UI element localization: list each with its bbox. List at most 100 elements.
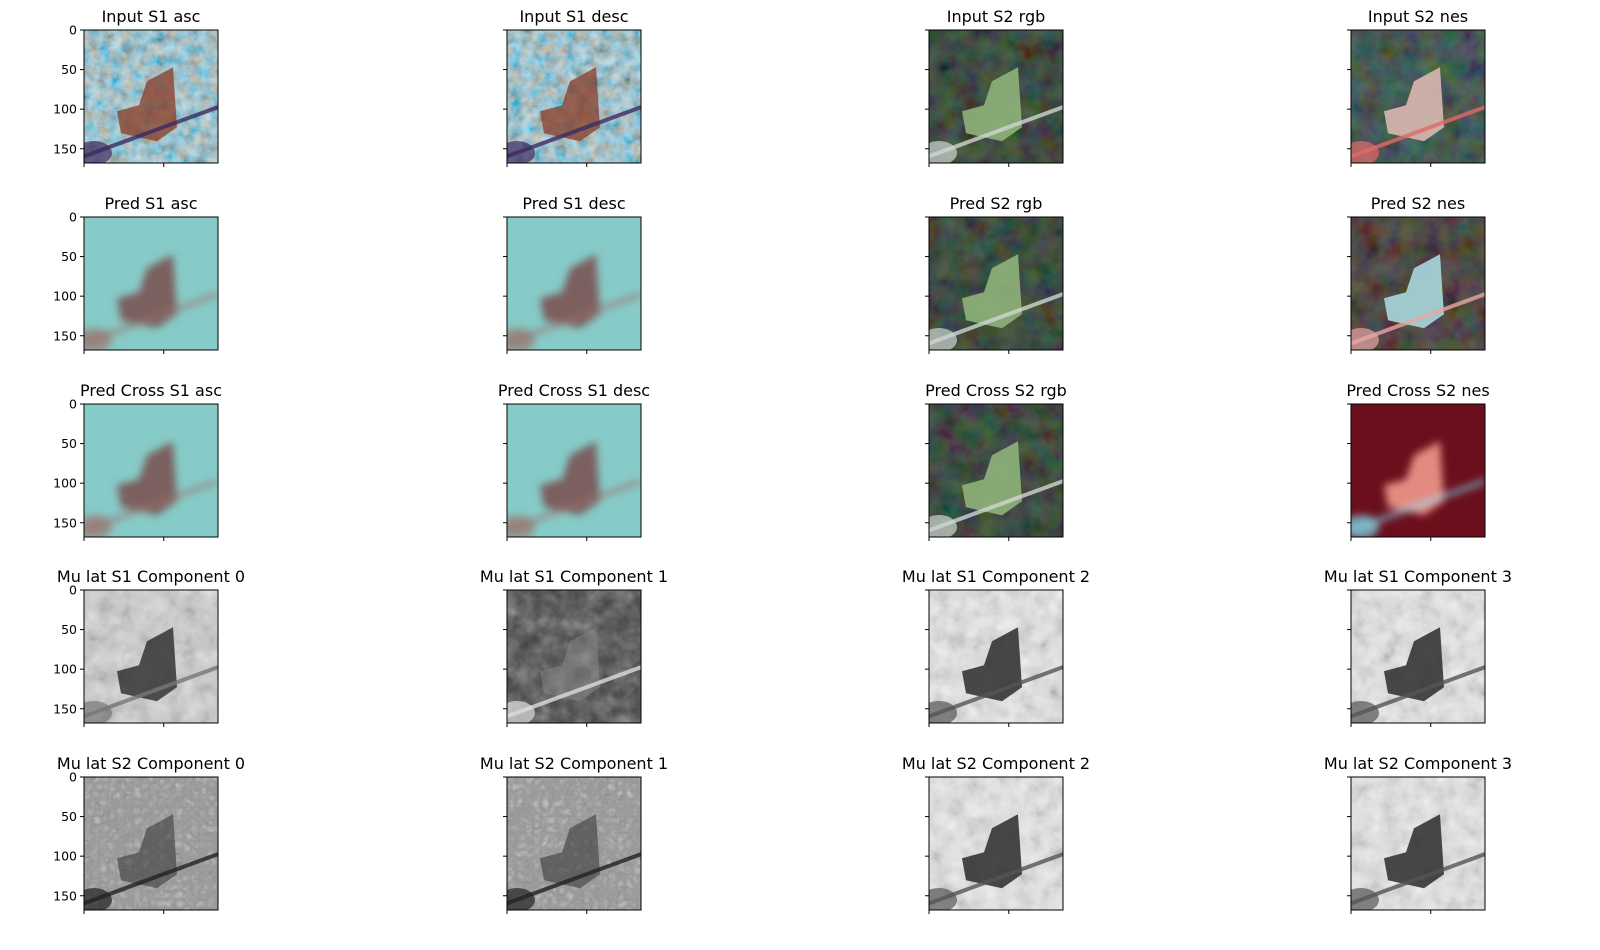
panel-title: Mu lat S2 Component 0: [57, 754, 245, 773]
panel-11: Pred Cross S2 rgb: [925, 381, 1067, 541]
panel-image: [1351, 777, 1485, 910]
y-tick-label: 150: [53, 328, 77, 343]
y-tick-label: 50: [61, 436, 77, 451]
y-tick-label: 150: [53, 515, 77, 530]
panel-frame: [928, 776, 1064, 911]
field-region: [539, 627, 600, 702]
y-tick-label: 0: [69, 397, 77, 412]
field-region: [1383, 254, 1444, 329]
panel-image: [507, 404, 641, 537]
panel-frame: [928, 216, 1064, 351]
panel-frame: [83, 589, 219, 724]
field-region: [961, 441, 1022, 516]
panel-12: Pred Cross S2 nes: [1346, 381, 1490, 541]
panel-title: Pred S2 rgb: [950, 194, 1043, 213]
y-tick-label: 100: [53, 662, 77, 677]
panel-13: Mu lat S1 Component 00 50 100 150: [53, 567, 245, 727]
field-region: [539, 254, 600, 329]
panel-frame: [83, 776, 219, 911]
field-region: [539, 814, 600, 889]
field-region: [539, 441, 600, 516]
panel-frame: [506, 403, 642, 538]
panel-title: Mu lat S2 Component 1: [480, 754, 668, 773]
corner-patch: [507, 515, 535, 537]
panel-6: Pred S1 desc: [503, 194, 642, 354]
panel-frame: [1350, 216, 1486, 351]
field-region: [116, 627, 177, 702]
panel-title: Mu lat S1 Component 1: [480, 567, 668, 586]
y-tick-label: 0: [69, 583, 77, 598]
panel-image: [929, 404, 1063, 537]
panel-title: Mu lat S1 Component 0: [57, 567, 245, 586]
field-region: [961, 67, 1022, 142]
field-region: [116, 254, 177, 329]
panel-5: Pred S1 asc 0 50 100 150: [53, 194, 219, 354]
y-tick-label: 150: [53, 888, 77, 903]
panel-frame: [928, 589, 1064, 724]
panel-2: Input S1 desc: [503, 7, 642, 167]
panel-title: Pred Cross S2 nes: [1346, 381, 1489, 400]
field-region: [1383, 67, 1444, 142]
y-tick-label: 100: [53, 476, 77, 491]
corner-patch: [929, 328, 957, 350]
corner-patch: [507, 328, 535, 350]
panel-frame: [1350, 776, 1486, 911]
panel-18: Mu lat S2 Component 1: [480, 754, 668, 914]
corner-patch: [929, 141, 957, 163]
panel-title: Pred S1 asc: [104, 194, 197, 213]
field-region: [1383, 814, 1444, 889]
y-tick-label: 50: [61, 62, 77, 77]
panel-image: [929, 590, 1063, 723]
panel-frame: [506, 29, 642, 164]
panel-title: Pred S2 nes: [1371, 194, 1465, 213]
panel-image: [84, 30, 218, 163]
y-tick-label: 150: [53, 141, 77, 156]
corner-patch: [84, 701, 112, 723]
panel-20: Mu lat S2 Component 3: [1324, 754, 1512, 914]
panel-image: [929, 777, 1063, 910]
panel-image: [84, 217, 218, 350]
panel-image: [1351, 590, 1485, 723]
panel-image: [1351, 30, 1485, 163]
panel-frame: [1350, 29, 1486, 164]
field-region: [539, 67, 600, 142]
y-tick-label: 50: [61, 809, 77, 824]
panel-title: Pred Cross S1 asc: [80, 381, 222, 400]
panel-title: Input S1 desc: [519, 7, 628, 26]
panel-frame: [506, 589, 642, 724]
field-region: [1383, 627, 1444, 702]
field-region: [961, 814, 1022, 889]
field-region: [116, 67, 177, 142]
corner-patch: [84, 888, 112, 910]
panel-17: Mu lat S2 Component 00 50 100 150: [53, 754, 245, 914]
y-tick-label: 0: [69, 770, 77, 785]
panel-frame: [83, 29, 219, 164]
panel-15: Mu lat S1 Component 2: [902, 567, 1090, 727]
panel-image: [507, 777, 641, 910]
panel-title: Mu lat S2 Component 3: [1324, 754, 1512, 773]
panel-frame: [1350, 589, 1486, 724]
panel-title: Pred Cross S2 rgb: [925, 381, 1067, 400]
panel-frame: [506, 216, 642, 351]
panel-14: Mu lat S1 Component 1: [480, 567, 668, 727]
panel-title: Pred Cross S1 desc: [498, 381, 650, 400]
field-region: [116, 814, 177, 889]
panel-title: Pred S1 desc: [522, 194, 625, 213]
corner-patch: [507, 888, 535, 910]
corner-patch: [507, 701, 535, 723]
y-tick-label: 100: [53, 289, 77, 304]
corner-patch: [84, 515, 112, 537]
panel-7: Pred S2 rgb: [925, 194, 1064, 354]
panel-frame: [928, 29, 1064, 164]
panel-8: Pred S2 nes: [1347, 194, 1486, 354]
panel-16: Mu lat S1 Component 3: [1324, 567, 1512, 727]
corner-patch: [1351, 888, 1379, 910]
panel-1: Input S1 asc 0 50 100 150: [53, 7, 219, 167]
field-region: [961, 254, 1022, 329]
panel-image: [507, 217, 641, 350]
panel-image: [929, 217, 1063, 350]
y-tick-label: 50: [61, 622, 77, 637]
y-tick-label: 100: [53, 849, 77, 864]
